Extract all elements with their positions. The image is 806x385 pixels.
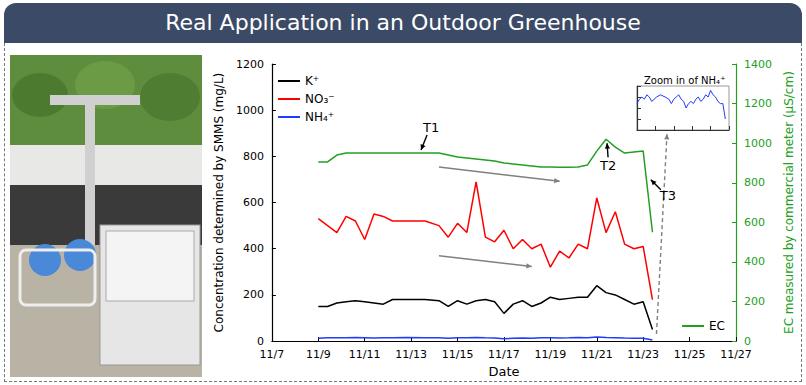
svg-text:0: 0 <box>257 335 264 348</box>
svg-text:600: 600 <box>744 216 765 229</box>
svg-text:11/19: 11/19 <box>535 348 567 361</box>
svg-text:Zoom in of NH₄⁺: Zoom in of NH₄⁺ <box>644 75 725 86</box>
svg-text:0: 0 <box>744 335 751 348</box>
svg-text:1000: 1000 <box>744 137 772 150</box>
svg-text:200: 200 <box>243 288 264 301</box>
svg-text:K⁺: K⁺ <box>305 74 319 88</box>
svg-text:11/25: 11/25 <box>674 348 706 361</box>
svg-text:11/13: 11/13 <box>395 348 427 361</box>
svg-text:T2: T2 <box>599 158 616 173</box>
svg-text:T1: T1 <box>422 120 439 135</box>
svg-text:1200: 1200 <box>236 58 264 71</box>
svg-text:800: 800 <box>744 176 765 189</box>
svg-text:11/17: 11/17 <box>488 348 520 361</box>
svg-text:11/27: 11/27 <box>720 348 752 361</box>
svg-text:400: 400 <box>744 255 765 268</box>
html-text:Real Application in an Outdoor: Real Application in an Outdoor Greenhous… <box>165 10 641 35</box>
svg-text:EC: EC <box>709 319 725 333</box>
svg-text:800: 800 <box>243 150 264 163</box>
svg-text:T3: T3 <box>659 188 676 203</box>
svg-text:11/21: 11/21 <box>581 348 613 361</box>
svg-text:Concentration determined by SM: Concentration determined by SMMS (mg/L) <box>212 73 226 333</box>
svg-text:1200: 1200 <box>744 97 772 110</box>
svg-text:Date: Date <box>488 364 519 379</box>
svg-text:600: 600 <box>243 196 264 209</box>
svg-text:1000: 1000 <box>236 104 264 117</box>
svg-text:EC measured by commercial mete: EC measured by commercial meter (µS/cm) <box>782 71 796 334</box>
svg-text:NO₃⁻: NO₃⁻ <box>305 92 335 106</box>
svg-text:11/15: 11/15 <box>442 348 474 361</box>
svg-text:11/7: 11/7 <box>260 348 285 361</box>
svg-text:1400: 1400 <box>744 58 772 71</box>
svg-text:200: 200 <box>744 295 765 308</box>
svg-text:400: 400 <box>243 242 264 255</box>
svg-text:NH₄⁺: NH₄⁺ <box>305 110 334 124</box>
svg-text:11/9: 11/9 <box>306 348 331 361</box>
svg-text:11/23: 11/23 <box>627 348 659 361</box>
svg-text:11/11: 11/11 <box>349 348 381 361</box>
